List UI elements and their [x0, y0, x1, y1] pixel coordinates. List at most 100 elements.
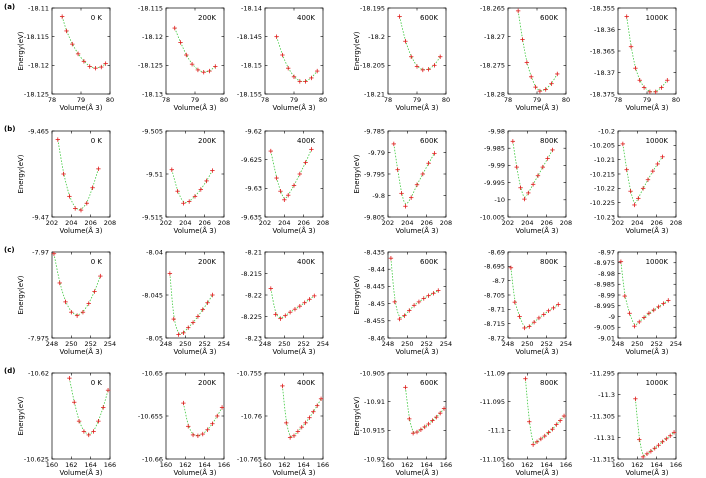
data-point [309, 75, 314, 81]
data-point [628, 44, 634, 49]
data-point [622, 293, 627, 299]
fit-curve [171, 169, 213, 203]
data-point [299, 424, 304, 430]
data-point [555, 71, 560, 77]
x-tick-label: 162 [631, 461, 643, 469]
x-tick-label: 78 [504, 96, 512, 104]
data-point [391, 141, 396, 147]
data-point [637, 78, 642, 83]
row-label: (d) [4, 367, 15, 375]
data-point [105, 388, 111, 393]
data-point [303, 420, 308, 426]
data-point [210, 292, 215, 298]
y-tick-label: -10.76 [241, 412, 262, 420]
data-point [297, 303, 302, 309]
data-point [268, 286, 273, 291]
x-tick-label: 206 [297, 219, 309, 227]
x-axis-label: Volume(Å 3) [626, 347, 669, 356]
x-tick-label: 252 [420, 340, 432, 348]
data-point [561, 413, 567, 419]
data-point [204, 178, 209, 184]
data-point [307, 297, 312, 302]
panel: 78 79 80 -18.355 -18.36 -18.365 -18.37 -18.375 V… [590, 4, 680, 112]
x-tick-label: 248 [612, 340, 624, 348]
plot-frame [507, 372, 567, 460]
data-point [527, 419, 532, 424]
y-tick-label: -10.625 [24, 455, 49, 463]
x-tick-label: 79 [533, 96, 541, 104]
x-tick-label: 79 [191, 96, 199, 104]
plot-frame [51, 251, 111, 339]
data-point [213, 64, 218, 69]
x-axis-label: Volume(Å 3) [273, 103, 316, 112]
data-point [421, 296, 426, 301]
x-tick-label: 80 [672, 96, 680, 104]
x-tick-label: 162 [278, 461, 290, 469]
data-point [55, 137, 60, 142]
data-point [538, 436, 544, 442]
data-point [309, 147, 314, 152]
x-tick-label: 208 [317, 219, 329, 227]
data-point [438, 410, 443, 416]
fit-curve [61, 16, 106, 69]
y-axis-label: Energy(eV) [17, 275, 25, 314]
panel: 248 250 252 254 -8.69 -8.695 -8.7 -8.705 -8.71 -8… [484, 248, 572, 356]
data-point [181, 201, 186, 206]
data-point [618, 259, 624, 264]
temperature-label: 0 K [91, 379, 103, 387]
y-tick-label: -9.505 [142, 127, 163, 135]
data-point [181, 400, 186, 406]
y-tick-label: -10.21 [594, 156, 615, 164]
y-tick-label: -7.975 [28, 334, 49, 342]
data-point [543, 87, 548, 92]
data-point [171, 316, 176, 322]
data-point [176, 332, 181, 337]
plot-frame [264, 130, 324, 218]
y-tick-label: -8.705 [484, 291, 505, 299]
data-point [295, 429, 301, 434]
data-point [508, 265, 514, 270]
x-tick-label: 206 [198, 219, 210, 227]
data-point [668, 433, 673, 438]
data-point [656, 443, 661, 448]
data-point [92, 289, 97, 294]
y-tick-label: -10.92 [364, 455, 385, 463]
row-label: (c) [4, 246, 15, 254]
data-point [652, 446, 657, 451]
data-point [653, 89, 658, 95]
x-tick-label: 78 [261, 96, 269, 104]
x-tick-label: 78 [48, 96, 56, 104]
y-tick-label: -8.995 [594, 302, 615, 310]
plot-frame [264, 7, 324, 95]
data-point [303, 79, 308, 84]
x-tick-label: 248 [46, 340, 58, 348]
fit-curve [183, 403, 223, 436]
fit-curve [517, 10, 558, 91]
panel: 202 204 206 208 -10.2 -10.205 -10.21 -10.215 -10… [590, 127, 682, 235]
data-point [640, 186, 646, 191]
data-point [641, 315, 647, 320]
x-tick-label: 252 [650, 340, 662, 348]
y-tick-label: -8.445 [364, 283, 385, 291]
data-point [286, 193, 291, 198]
data-point [280, 52, 285, 58]
y-tick-label: -18.2 [368, 33, 385, 41]
data-point [172, 25, 177, 31]
y-tick-label: -9.515 [142, 213, 163, 221]
x-axis-label: Volume(Å 3) [516, 103, 559, 112]
row-b: (b) 202 204 206 208 -9.465 -9.47 Volume(Å 3) Ene… [4, 125, 682, 235]
data-point [430, 418, 435, 423]
data-point [409, 54, 414, 59]
y-tick-label: -8.22 [245, 291, 262, 299]
y-tick-label: -18.115 [24, 33, 49, 41]
y-tick-label: -18.12 [28, 62, 49, 70]
temperature-label: 600K [540, 14, 558, 22]
data-point [291, 74, 297, 79]
y-tick-label: -8.455 [364, 317, 385, 325]
data-point [644, 451, 650, 457]
y-tick-label: -18.36 [594, 26, 615, 34]
data-point [550, 147, 555, 153]
x-tick-label: 204 [631, 219, 643, 227]
x-axis-label: Volume(Å 3) [174, 468, 217, 477]
temperature-label: 0 K [91, 258, 103, 266]
